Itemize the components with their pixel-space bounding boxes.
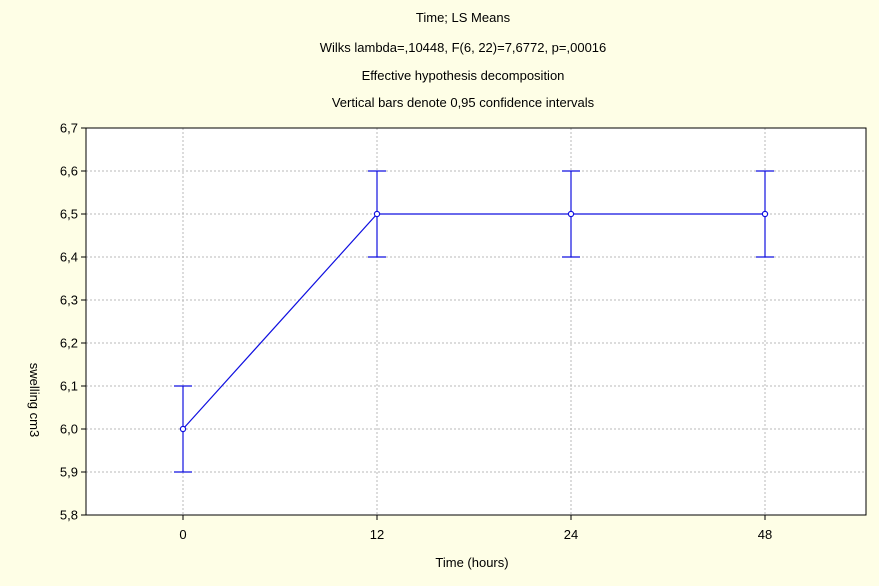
plot-frame [85,127,867,516]
series-layer [174,170,774,473]
chart-title: Time; LS Means [416,10,511,25]
y-tick-label: 6,3 [60,293,78,308]
y-ticks: 5,8 5,9 6,0 6,1 6,2 6,3 6,4 6,5 6,6 6,7 [60,121,86,523]
chart-subtitle-1: Wilks lambda=,10448, F(6, 22)=7,6772, p=… [320,40,607,55]
data-point [567,210,575,218]
y-axis-label: swelling cm3 [27,363,42,437]
y-tick-label: 5,9 [60,465,78,480]
y-tick-label: 6,7 [60,121,78,136]
series-line [182,213,765,430]
y-tick-label: 5,8 [60,508,78,523]
y-tick-label: 6,1 [60,379,78,394]
x-tick-label: 12 [370,527,384,542]
y-tick-label: 6,0 [60,422,78,437]
y-tick-label: 6,5 [60,207,78,222]
chart-subtitle-2: Effective hypothesis decomposition [362,68,565,83]
y-tick-label: 6,2 [60,336,78,351]
y-tick-label: 6,4 [60,250,78,265]
chart-subtitle-3: Vertical bars denote 0,95 confidence int… [332,95,595,110]
x-tick-label: 24 [564,527,578,542]
data-point [373,210,381,218]
x-tick-label: 48 [758,527,772,542]
y-tick-label: 6,6 [60,164,78,179]
x-ticks: 0 12 24 48 [179,515,772,542]
data-point [179,425,187,433]
plot-area [86,128,866,515]
data-point [761,210,769,218]
x-axis-label: Time (hours) [435,555,508,570]
x-tick-label: 0 [179,527,186,542]
